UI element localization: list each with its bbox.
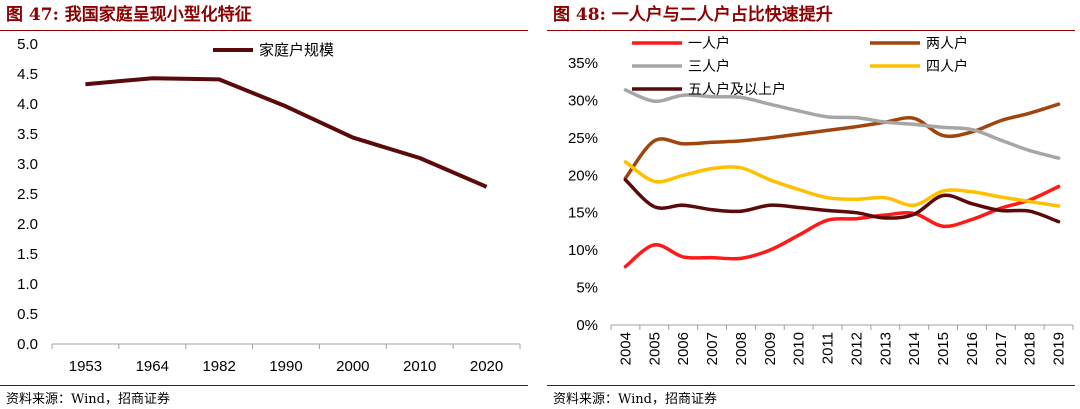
x-tick-label: 2015 — [935, 332, 952, 365]
x-tick-label: 2010 — [791, 332, 808, 365]
y-tick-label: 4.5 — [17, 66, 38, 83]
legend-label-four-person: 四人户 — [926, 58, 968, 74]
legend-label: 家庭户规模 — [259, 42, 334, 59]
x-tick-label: 2011 — [820, 332, 837, 364]
legend-label-one-person: 一人户 — [688, 35, 730, 51]
x-tick-label: 2008 — [733, 332, 750, 365]
y-tick-label: 1.5 — [17, 246, 38, 263]
x-tick-label: 2016 — [964, 332, 981, 365]
source-note: 资料来源：Wind，招商证券 — [553, 392, 717, 407]
household-size-chart: 0.0 0.5 1.0 1.5 2.0 2.5 3.0 3.5 4.0 4.5 5.0 1953 196… — [17, 36, 521, 375]
series-line-five-plus — [623, 178, 1061, 224]
series-line-four-person — [623, 160, 1061, 208]
legend-label-five-plus: 五人户及以上户 — [688, 81, 786, 97]
source-note: 资料来源：Wind，招商证券 — [6, 392, 170, 407]
y-tick-label: 0.0 — [17, 336, 38, 353]
y-tick-label: 25% — [568, 130, 598, 147]
y-tick-label: 0.5 — [17, 306, 38, 323]
y-tick-label: 5% — [576, 280, 598, 297]
chart-title: 图 48: 一人户与二人户占比快速提升 — [553, 5, 833, 25]
left-panel: 图 47: 我国家庭呈现小型化特征 0.0 0.5 1.0 1.5 2.0 2.5 3.0 3… — [0, 0, 528, 409]
y-tick-label: 4.0 — [17, 96, 38, 113]
series-line-household-size — [85, 76, 488, 189]
x-tick-label: 2013 — [877, 332, 894, 365]
right-panel: 图 48: 一人户与二人户占比快速提升 0% 5% 10% 15% 20% 25% 30% 3… — [547, 0, 1075, 409]
x-tick-label: 2005 — [646, 332, 663, 365]
y-tick-label: 10% — [568, 242, 598, 259]
x-tick-label: 2018 — [1022, 332, 1039, 365]
y-tick-label: 3.0 — [17, 156, 38, 173]
x-tick-label: 2004 — [617, 332, 634, 365]
x-tick-label: 2019 — [1051, 332, 1068, 365]
y-tick-label: 1.0 — [17, 276, 38, 293]
x-tick-label: 2007 — [704, 332, 721, 365]
x-tick-label: 1964 — [136, 358, 169, 375]
x-tick-label: 1990 — [269, 358, 302, 375]
x-tick-label: 1982 — [202, 358, 235, 375]
x-tick-label: 2009 — [762, 332, 779, 365]
series-line-three-person — [623, 88, 1061, 160]
chart-title: 图 47: 我国家庭呈现小型化特征 — [6, 5, 252, 25]
y-tick-label: 20% — [568, 167, 598, 184]
y-tick-label: 2.5 — [17, 186, 38, 203]
source-rule — [547, 385, 1075, 386]
title-rule — [547, 30, 1075, 31]
x-tick-label: 2020 — [470, 358, 503, 375]
series-line-one-person — [623, 184, 1061, 269]
y-tick-label: 0% — [576, 317, 598, 334]
x-tick-label: 2017 — [993, 332, 1010, 365]
legend-label-two-person: 两人户 — [926, 35, 968, 51]
household-share-chart: 0% 5% 10% 15% 20% 25% 30% 35% 2004 2005 2006 2007 20… — [568, 35, 1074, 365]
y-tick-label: 15% — [568, 205, 598, 222]
title-rule — [0, 30, 528, 31]
x-tick-label: 2014 — [906, 332, 923, 365]
series-line-two-person — [623, 102, 1061, 181]
legend-label-three-person: 三人户 — [688, 58, 730, 74]
x-tick-label: 2006 — [675, 332, 692, 365]
x-tick-label: 2010 — [403, 358, 436, 375]
source-rule — [0, 385, 528, 386]
y-tick-label: 30% — [568, 92, 598, 109]
y-tick-label: 35% — [568, 55, 598, 72]
y-tick-label: 2.0 — [17, 216, 38, 233]
x-tick-label: 1953 — [69, 358, 102, 375]
x-tick-label: 2000 — [336, 358, 369, 375]
x-tick-label: 2012 — [848, 332, 865, 365]
y-tick-label: 3.5 — [17, 126, 38, 143]
y-tick-label: 5.0 — [17, 36, 38, 53]
